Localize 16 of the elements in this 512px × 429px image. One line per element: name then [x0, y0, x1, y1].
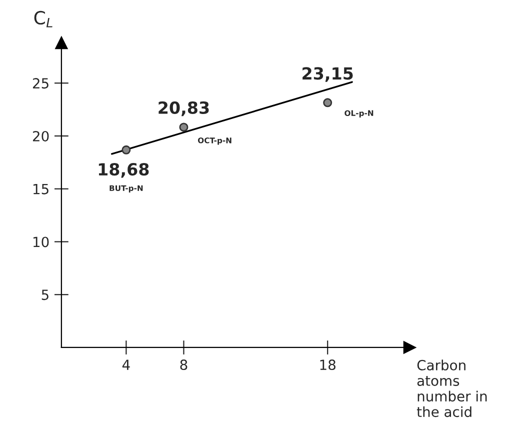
point — [122, 145, 131, 154]
data-label: 18,68 — [98, 162, 149, 178]
y-tick-label: 15 — [33, 184, 48, 194]
y-tick-label: 10 — [33, 236, 49, 248]
point — [179, 122, 188, 132]
x-tick-label: 4 — [122, 360, 130, 370]
data-label: 23,15 — [302, 67, 353, 82]
y-tick-label: 5 — [42, 290, 48, 300]
y-tick-label: 20 — [32, 130, 49, 142]
point — [323, 98, 332, 108]
x-tick-label: 8 — [180, 360, 188, 370]
y-tick-label: 25 — [32, 78, 48, 89]
x-tick-label: 18 — [320, 360, 336, 370]
y-axis-title: C$_{L}$ — [34, 10, 52, 28]
x-axis-title: Carbon atoms number in the acid — [416, 360, 487, 418]
data-label: 20,83 — [158, 101, 209, 116]
